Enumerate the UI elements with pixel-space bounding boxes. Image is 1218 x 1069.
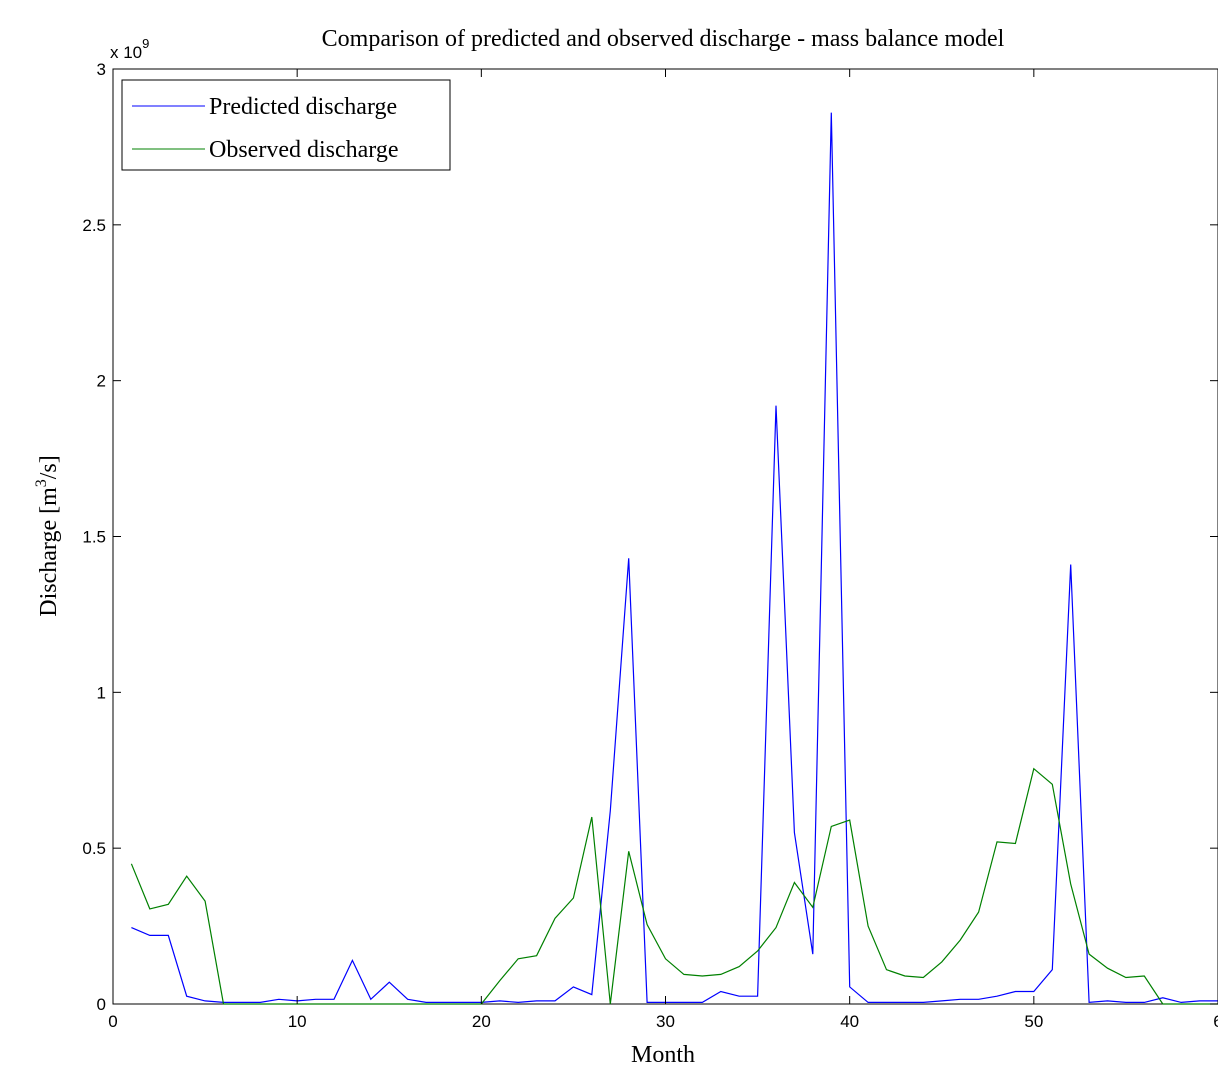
y-axis-label-prefix: Discharge [m — [36, 487, 62, 617]
y-axis-label: Discharge [m3/s] — [33, 455, 62, 617]
plot-area: 01020304050600.511.522.53 — [82, 60, 1218, 1031]
y-multiplier-base: x 10 — [110, 43, 142, 62]
series-line-predicted — [131, 112, 1218, 1004]
y-axis-label-suffix: /s] — [36, 455, 62, 479]
y-tick-label: 2.5 — [82, 216, 106, 235]
y-tick-label: 1 — [97, 683, 106, 702]
x-tick-label: 20 — [472, 1012, 491, 1031]
tick-layer: 01020304050600.511.522.53 — [82, 60, 1218, 1031]
x-tick-label: 10 — [288, 1012, 307, 1031]
x-tick-label: 30 — [656, 1012, 675, 1031]
legend-label-predicted: Predicted discharge — [209, 94, 397, 120]
x-tick-label: 0 — [108, 1012, 117, 1031]
legend: Predicted discharge Observed discharge — [121, 79, 451, 171]
axes-box — [112, 68, 1218, 1005]
x-axis-label: Month — [631, 1042, 695, 1068]
chart-title: Comparison of predicted and observed dis… — [322, 26, 1005, 52]
legend-label-observed: Observed discharge — [209, 137, 399, 163]
x-tick-label: 40 — [840, 1012, 859, 1031]
legend-box — [121, 79, 451, 171]
y-axis-label-sup: 3 — [33, 479, 50, 487]
y-tick-label: 0.5 — [82, 839, 106, 858]
y-tick-label: 3 — [97, 60, 106, 79]
y-tick-label: 0 — [97, 995, 106, 1014]
series-line-observed — [130, 767, 1218, 1005]
x-tick-label: 6 — [1213, 1012, 1218, 1031]
y-multiplier: x 109 — [110, 36, 149, 62]
y-tick-label: 2 — [97, 372, 106, 391]
y-multiplier-exp: 9 — [142, 36, 149, 51]
x-tick-label: 50 — [1024, 1012, 1043, 1031]
y-tick-label: 1.5 — [82, 528, 106, 547]
series-layer — [130, 112, 1218, 1005]
